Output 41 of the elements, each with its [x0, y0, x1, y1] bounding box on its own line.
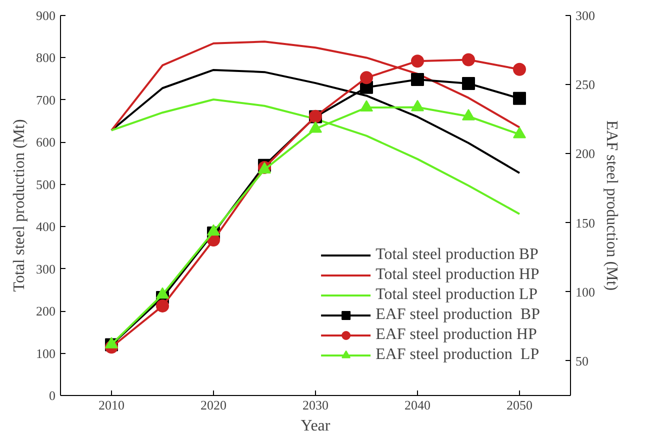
point — [513, 62, 526, 76]
x-tick-label: 2010 — [98, 398, 124, 412]
y2-tick-label: 50 — [576, 353, 588, 368]
y2-tick-label: 150 — [576, 215, 595, 230]
x-tick-label: 2030 — [302, 398, 328, 412]
point — [105, 336, 118, 348]
x-tick-label: 2040 — [404, 398, 430, 412]
y-tick-label: 800 — [36, 50, 56, 66]
legend-label: EAF steel production LP — [376, 346, 540, 364]
x-tick-label: 2050 — [506, 398, 532, 412]
y-tick-label: 200 — [36, 304, 56, 319]
legend-label: Total steel production HP — [376, 266, 540, 284]
y-tick-label: 0 — [49, 388, 56, 403]
y2-tick-label: 200 — [576, 146, 595, 162]
y2-tick-label: 250 — [576, 77, 595, 92]
point — [513, 92, 526, 105]
y-tick-label: 700 — [36, 92, 56, 108]
y-tick-label: 300 — [36, 261, 56, 276]
y-tick-label: 600 — [36, 134, 56, 150]
y2-tick-label: 100 — [576, 284, 595, 300]
point — [156, 287, 169, 299]
y-axis-title: Total steel production (Mt) — [11, 119, 28, 292]
legend-label: Total steel production BP — [376, 246, 538, 264]
legend-label: EAF steel production HP — [376, 326, 537, 344]
x-axis-title: Year — [300, 418, 331, 434]
point — [360, 71, 373, 84]
legend-label: EAF steel production BP — [376, 306, 540, 324]
y2-axis-title: EAF steel production (Mt) — [603, 120, 620, 291]
point — [156, 299, 169, 312]
y-tick-label: 100 — [36, 346, 56, 361]
y-tick-label: 900 — [36, 8, 56, 23]
y2-tick-label: 300 — [576, 8, 595, 23]
y-tick-label: 400 — [36, 219, 56, 234]
point — [462, 53, 475, 66]
point — [207, 224, 220, 236]
y-tick-label: 500 — [36, 176, 56, 192]
legend-label: Total steel production LP — [376, 286, 538, 304]
point — [411, 54, 424, 68]
point — [411, 72, 424, 86]
point — [462, 76, 475, 90]
x-tick-label: 2020 — [200, 398, 226, 412]
